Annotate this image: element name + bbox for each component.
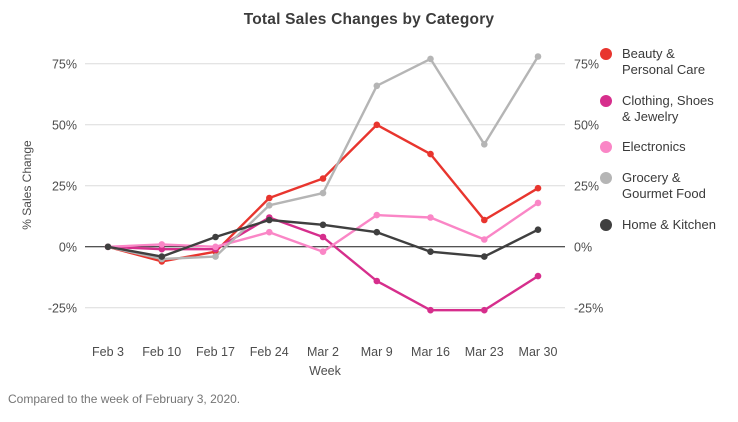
data-point (373, 277, 381, 285)
legend-label: Electronics (622, 139, 686, 155)
legend-label: Grocery & Gourmet Food (622, 170, 706, 202)
legend-item-2: Electronics (600, 139, 738, 155)
y-tick-label-left: -25% (48, 301, 77, 315)
data-point (266, 194, 273, 202)
x-tick-label: Feb 10 (142, 345, 181, 359)
data-point (427, 306, 434, 314)
series-line-1 (106, 216, 540, 312)
data-point (104, 243, 112, 251)
x-tick-label: Feb 17 (196, 345, 235, 359)
plot-area: 75% 75% 50% 50% 25% 25% 0% 0% -25% -25% Feb 3 Feb 1… (48, 53, 603, 359)
data-point (319, 248, 327, 255)
legend-dot-icon (600, 172, 612, 185)
data-point (534, 53, 542, 60)
legend-label: Clothing, Shoes & Jewelry (622, 92, 714, 124)
data-point (319, 233, 327, 241)
data-point (319, 221, 327, 229)
legend-dot-icon (600, 141, 612, 154)
data-point (427, 55, 434, 63)
data-point (534, 272, 542, 280)
data-point (481, 253, 488, 260)
y-tick-label-right: 75% (574, 57, 599, 71)
data-point (373, 211, 381, 219)
legend-dot-icon (600, 219, 612, 232)
data-point (534, 199, 542, 207)
data-point (481, 141, 488, 148)
legend-label: Beauty & Personal Care (622, 46, 706, 77)
data-point (212, 243, 219, 251)
data-point (266, 202, 273, 209)
data-point (319, 189, 327, 197)
legend-dot-icon (600, 48, 612, 60)
data-point (373, 82, 381, 90)
x-tick-label: Feb 24 (250, 345, 289, 359)
data-point (427, 150, 434, 158)
data-point (319, 175, 327, 182)
x-tick-label: Mar 9 (361, 345, 393, 359)
data-point (427, 214, 434, 221)
y-tick-label-right: 50% (574, 118, 599, 132)
legend-item-4: Home & Kitchen (600, 217, 738, 233)
data-point (158, 241, 166, 248)
x-tick-label: Feb 3 (92, 345, 124, 359)
x-tick-label: Mar 30 (519, 345, 558, 359)
data-point (266, 228, 273, 236)
y-tick-label-right: -25% (574, 301, 603, 315)
data-point (212, 233, 219, 241)
data-point (373, 228, 381, 236)
legend-item-3: Grocery & Gourmet Food (600, 170, 738, 202)
chart-title: Total Sales Changes by Category (243, 11, 495, 28)
y-tick-label-left: 75% (52, 57, 77, 71)
data-point (481, 236, 488, 243)
data-point (427, 248, 434, 255)
data-point (534, 184, 542, 192)
legend-item-0: Beauty & Personal Care (600, 46, 738, 78)
data-point (212, 253, 219, 260)
y-tick-label-left: 50% (52, 118, 77, 132)
y-tick-label-right: 0% (574, 240, 592, 254)
x-tick-label: Mar 2 (307, 345, 339, 359)
data-point (481, 306, 488, 314)
y-tick-label-right: 25% (574, 179, 599, 193)
data-point (481, 216, 488, 224)
y-tick-label-left: 0% (59, 240, 77, 254)
x-tick-label: Mar 23 (465, 345, 504, 359)
y-tick-label-left: 25% (52, 179, 77, 193)
series-line-3 (106, 55, 540, 261)
data-point (373, 121, 381, 129)
x-tick-label: Mar 16 (411, 345, 450, 359)
legend: Beauty & Personal Care Clothing, Shoes & … (600, 46, 738, 233)
legend-label: Home & Kitchen (622, 217, 716, 233)
data-point (534, 226, 542, 233)
legend-dot-icon (600, 94, 612, 107)
x-axis-title: Week (309, 364, 341, 378)
caption: Compared to the week of February 3, 2020… (8, 392, 241, 406)
data-point (158, 253, 166, 260)
data-point (266, 216, 273, 224)
legend-item-1: Clothing, Shoes & Jewelry (600, 93, 738, 125)
data-point (158, 245, 166, 253)
